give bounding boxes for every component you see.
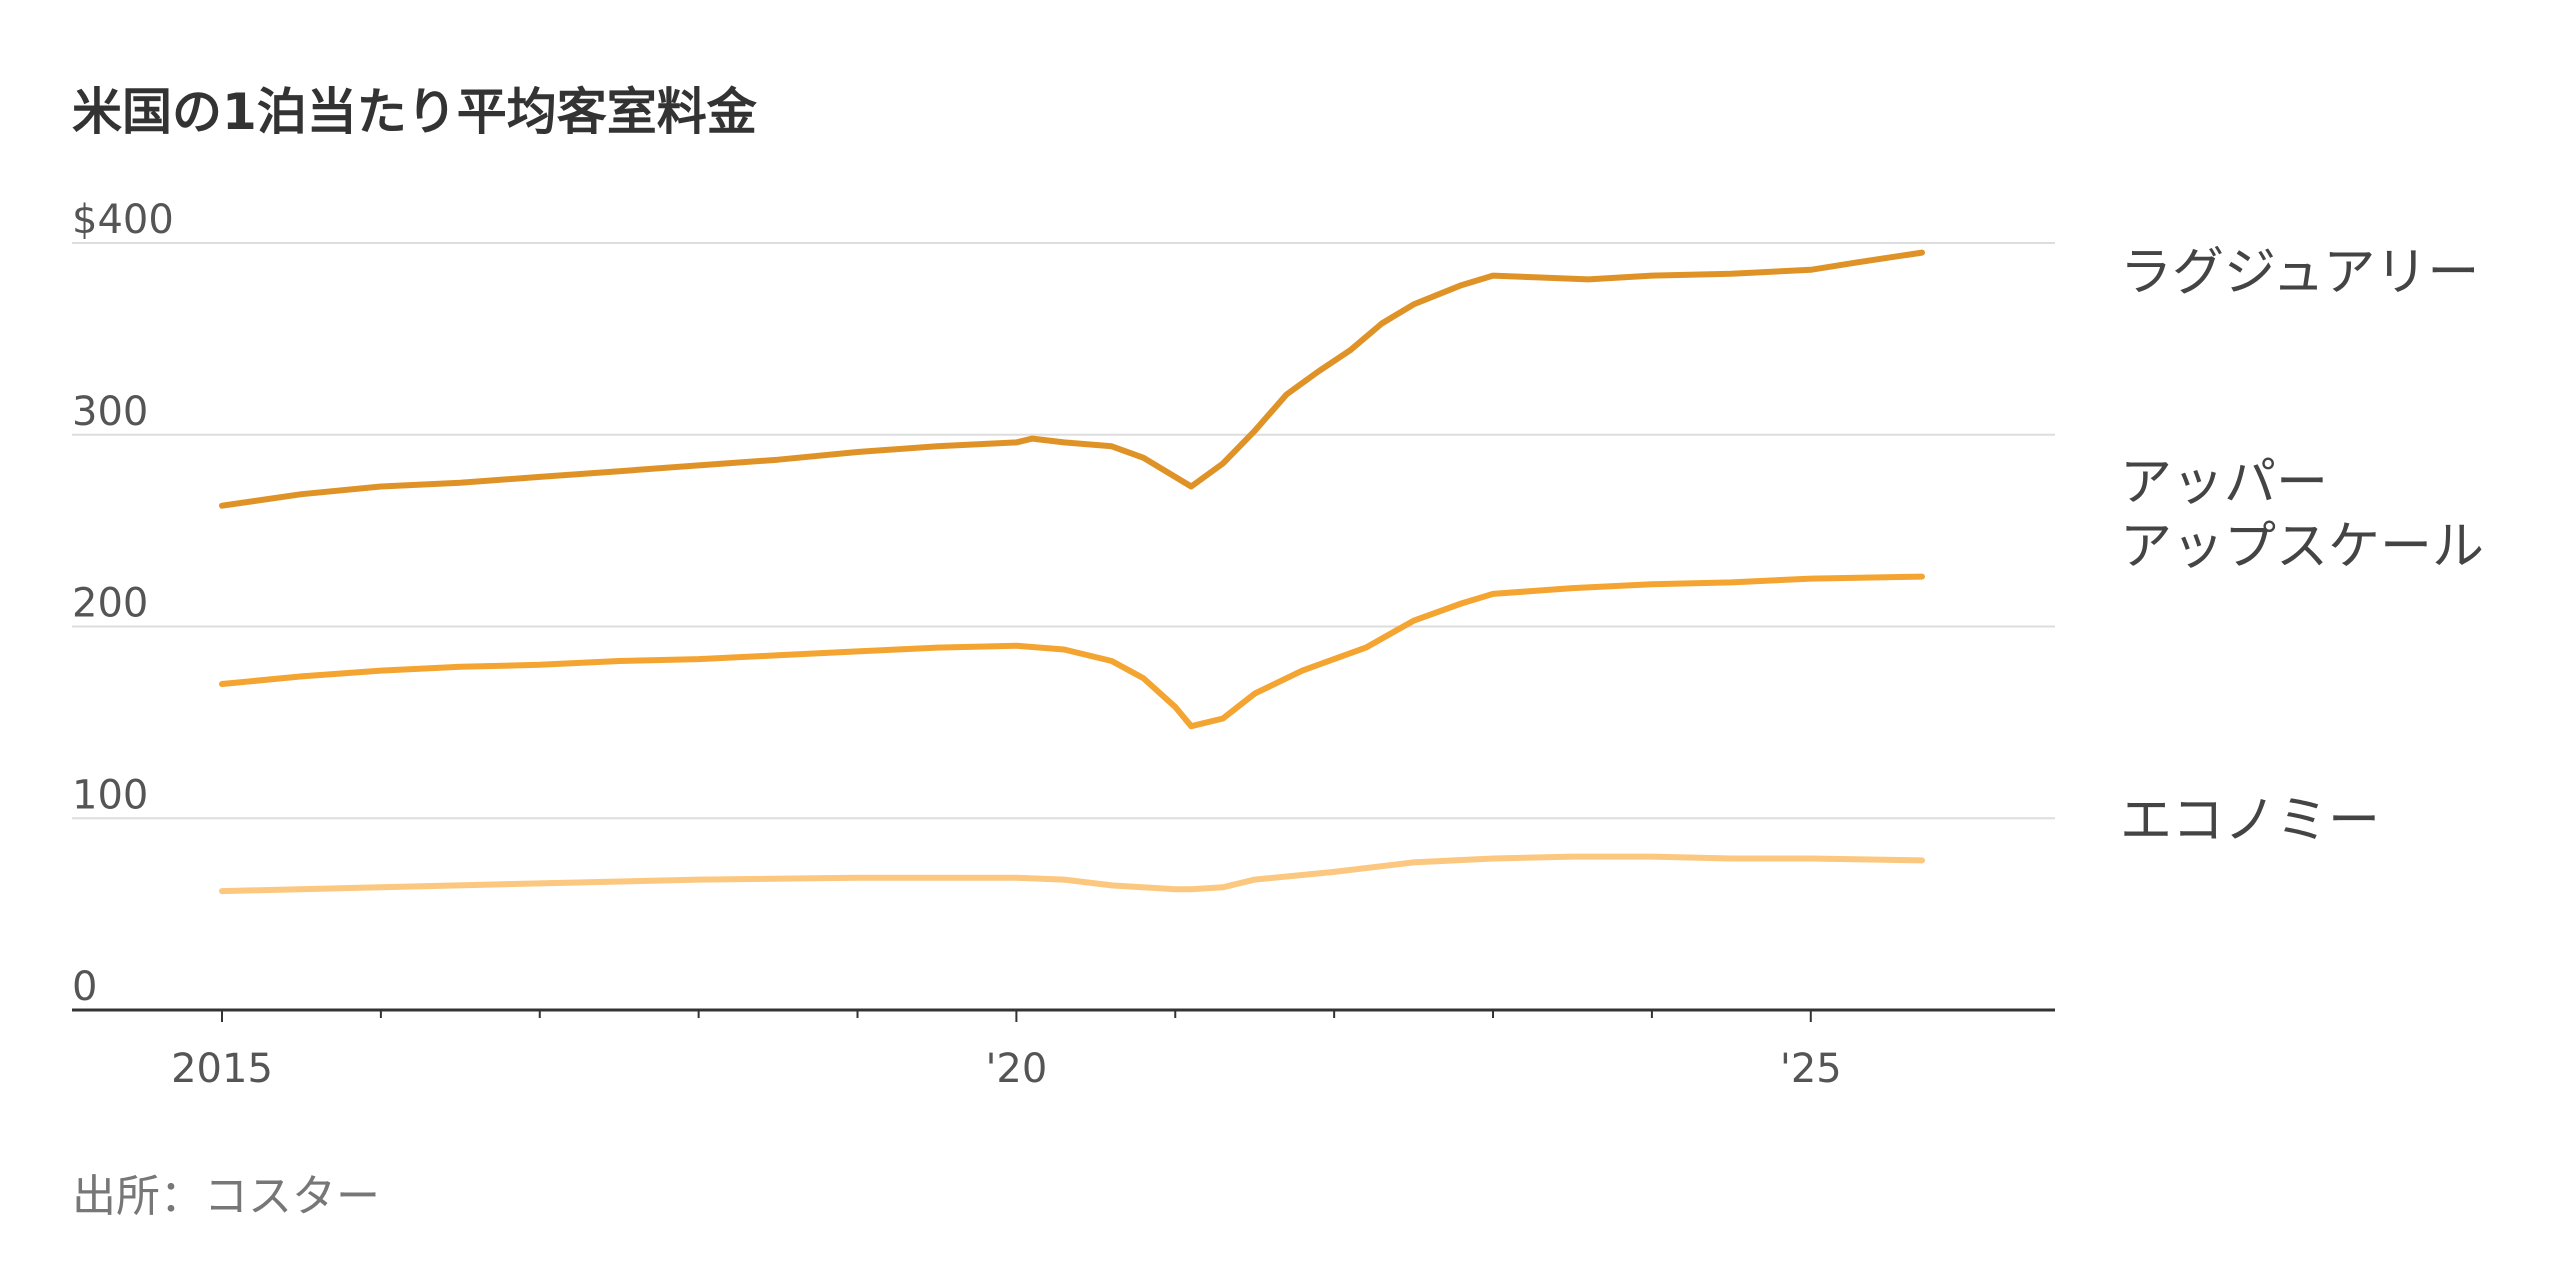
x-axis: 2015 '20 '25 [72, 1008, 2055, 1092]
x-tick-label: 2015 [171, 1046, 273, 1092]
gridlines [72, 242, 2055, 820]
series-lines [219, 249, 1925, 895]
series-line-luxury [219, 249, 1925, 509]
x-tick-label: '20 [985, 1046, 1047, 1092]
series-label-economy: エコノミー [2120, 791, 2380, 851]
series-line-economy [219, 853, 1925, 895]
y-axis-ticks: 0 100 200 300 $400 [72, 197, 174, 1010]
chart-title: 米国の1泊当たり平均客室料金 [72, 83, 757, 141]
y-tick-label: 0 [72, 964, 97, 1010]
y-tick-label: 300 [72, 389, 148, 435]
source-note: 出所：コスター [72, 1171, 380, 1222]
series-line-upper-upscale [219, 573, 1925, 730]
y-tick-label: 200 [72, 581, 148, 627]
y-tick-label: $400 [72, 197, 174, 243]
series-label-upper-upscale: アッパーアップスケール [2120, 453, 2484, 577]
y-tick-label: 100 [72, 772, 148, 818]
series-label-luxury: ラグジュアリー [2120, 243, 2479, 303]
x-tick-label: '25 [1780, 1046, 1842, 1092]
